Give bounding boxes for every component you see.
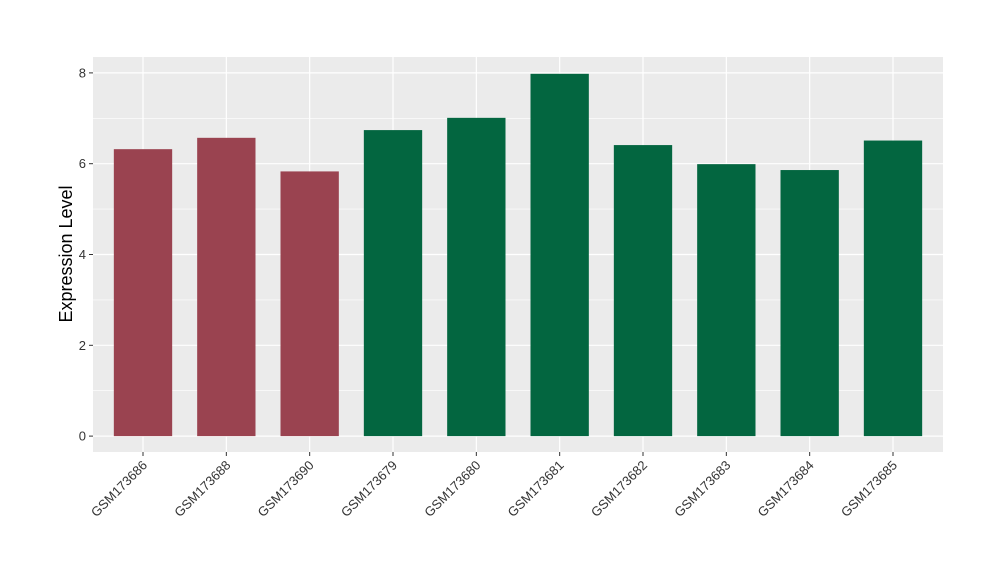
x-tick-label: GSM173681 bbox=[505, 458, 567, 520]
y-tick-label: 0 bbox=[79, 429, 86, 444]
x-tick-label: GSM173685 bbox=[838, 458, 900, 520]
bar-GSM173681 bbox=[530, 73, 589, 437]
bar-GSM173679 bbox=[363, 130, 423, 437]
x-axis: GSM173686 GSM173688 GSM173690 GSM173679 GSM1… bbox=[88, 452, 900, 520]
bar-GSM173680 bbox=[447, 117, 506, 437]
bar-GSM173684 bbox=[780, 170, 839, 437]
y-axis-label: Expression Level bbox=[56, 185, 76, 322]
bars bbox=[113, 73, 923, 437]
bar-GSM173690 bbox=[280, 171, 339, 437]
x-tick-label: GSM173683 bbox=[671, 458, 733, 520]
x-tick-label: GSM173682 bbox=[588, 458, 650, 520]
y-axis: 0 2 4 6 8 bbox=[79, 65, 93, 444]
x-tick-label: GSM173688 bbox=[171, 458, 233, 520]
y-tick-label: 6 bbox=[79, 156, 86, 171]
bar-GSM173682 bbox=[613, 145, 673, 437]
bar-GSM173683 bbox=[697, 164, 756, 437]
y-tick-label: 8 bbox=[79, 65, 86, 80]
x-tick-label: GSM173690 bbox=[255, 458, 317, 520]
bar-GSM173686 bbox=[113, 149, 173, 437]
x-tick-label: GSM173679 bbox=[338, 458, 400, 520]
x-tick-label: GSM173684 bbox=[755, 458, 817, 520]
bar-GSM173685 bbox=[863, 140, 923, 437]
x-tick-label: GSM173680 bbox=[421, 458, 483, 520]
y-tick-label: 4 bbox=[79, 247, 86, 262]
y-tick-label: 2 bbox=[79, 338, 86, 353]
x-tick-label: GSM173686 bbox=[88, 458, 150, 520]
bar-GSM173688 bbox=[197, 137, 256, 437]
